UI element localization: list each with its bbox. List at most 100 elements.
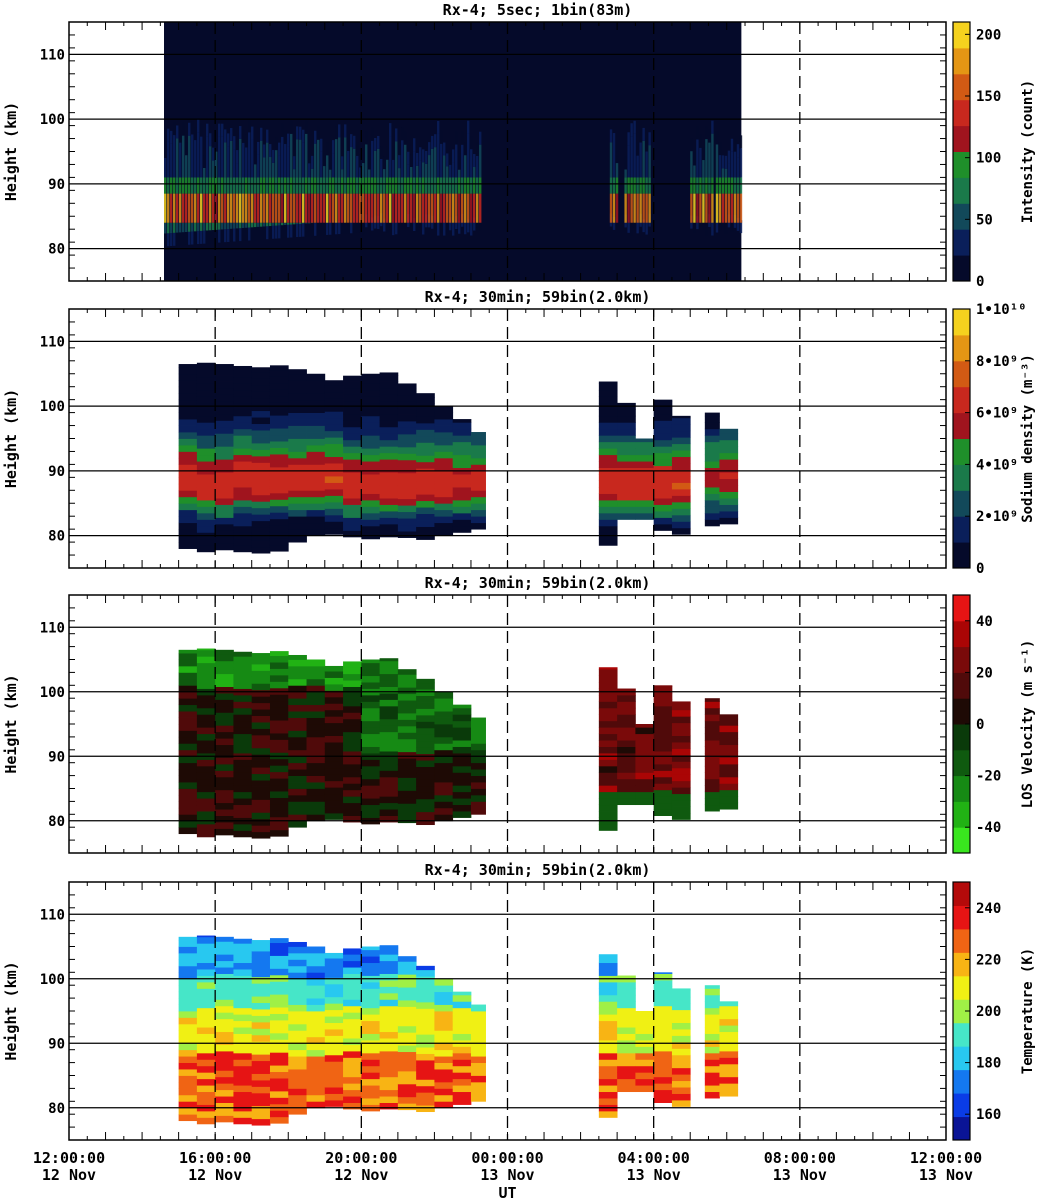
panel-1: Rx-4; 30min; 59bin(2.0km)Height (km)8090…: [2, 288, 1036, 577]
data-cell: [196, 823, 216, 831]
data-cell: [343, 420, 362, 428]
intensity-streak: [353, 220, 356, 234]
data-cell: [452, 746, 472, 754]
data-cell: [397, 713, 417, 720]
intensity-streak: [263, 144, 266, 158]
data-cell: [215, 699, 234, 707]
intensity-streak: [311, 168, 314, 178]
colorbar-tick-label: 200: [976, 1004, 1001, 1020]
data-cell: [269, 949, 289, 956]
y-tick-label: 100: [40, 972, 65, 988]
intensity-streak: [627, 219, 630, 233]
data-cell: [233, 389, 253, 397]
data-cell: [397, 725, 417, 733]
data-cell: [598, 381, 618, 384]
intensity-streak: [696, 193, 699, 223]
data-cell: [617, 487, 636, 494]
data-cell: [233, 694, 253, 702]
data-cell: [452, 1020, 472, 1028]
intensity-streak: [200, 177, 203, 194]
data-cell: [178, 432, 198, 439]
data-cell: [324, 1067, 344, 1075]
data-cell: [288, 509, 307, 517]
data-cell: [343, 400, 362, 408]
data-cell: [397, 974, 417, 982]
data-cell: [434, 432, 454, 439]
intensity-streak: [182, 222, 185, 233]
data-cell: [416, 526, 435, 534]
intensity-streak: [317, 193, 320, 223]
data-cell: [324, 977, 344, 985]
intensity-streak: [455, 131, 458, 145]
data-cell: [196, 949, 216, 957]
data-cell: [379, 980, 399, 987]
data-cell: [719, 511, 739, 518]
data-cell: [434, 749, 454, 757]
data-cell: [635, 759, 655, 767]
data-cell: [251, 812, 271, 820]
y-axis-label: Height (km): [2, 389, 20, 488]
data-cell: [196, 981, 216, 989]
data-cell: [671, 1003, 691, 1011]
data-cell: [397, 1077, 417, 1085]
intensity-streak: [425, 163, 428, 178]
intensity-streak: [344, 124, 347, 138]
intensity-streak: [467, 177, 470, 194]
intensity-streak: [200, 136, 203, 178]
data-cell: [635, 461, 655, 469]
data-cell: [434, 438, 454, 446]
intensity-streak: [296, 224, 299, 238]
data-cell: [434, 406, 454, 413]
intensity-streak: [338, 221, 341, 235]
data-cell: [178, 940, 198, 947]
colorbar-segment: [953, 749, 970, 777]
data-cell: [416, 1066, 435, 1074]
data-cell: [719, 776, 739, 784]
data-cell: [653, 738, 673, 746]
data-cell: [598, 474, 618, 481]
intensity-streak: [314, 193, 317, 223]
data-cell: [704, 701, 720, 709]
data-cell: [233, 720, 253, 728]
data-cell: [653, 1070, 673, 1078]
data-cell: [361, 694, 381, 702]
intensity-streak: [257, 193, 260, 223]
intensity-streak: [269, 177, 272, 194]
intensity-streak: [173, 135, 176, 178]
intensity-streak: [167, 177, 170, 194]
data-cell: [671, 424, 691, 432]
data-cell: [671, 988, 691, 991]
data-cell: [470, 1056, 486, 1063]
intensity-streak: [206, 177, 209, 194]
intensity-streak: [323, 222, 326, 236]
data-cell: [671, 1016, 691, 1024]
data-cell: [598, 1007, 618, 1015]
data-cell: [215, 523, 234, 531]
intensity-streak: [724, 177, 728, 194]
data-cell: [324, 1100, 344, 1107]
colorbar-segment: [953, 255, 970, 282]
data-cell: [361, 1078, 381, 1086]
intensity-streak: [197, 119, 200, 133]
data-cell: [215, 491, 234, 499]
data-cell: [434, 444, 454, 452]
data-cell: [178, 801, 198, 809]
intensity-streak: [479, 144, 482, 178]
data-cell: [233, 740, 253, 747]
data-cell: [178, 698, 198, 706]
intensity-streak: [197, 231, 200, 245]
intensity-streak: [392, 177, 395, 194]
intensity-streak: [236, 150, 239, 164]
intensity-streak: [693, 152, 696, 166]
data-cell: [269, 700, 289, 708]
data-cell: [269, 421, 289, 429]
intensity-streak: [446, 193, 449, 223]
data-cell: [397, 816, 417, 824]
intensity-streak: [371, 140, 374, 178]
intensity-streak: [416, 177, 419, 194]
data-cell: [719, 1089, 739, 1097]
intensity-streak: [428, 177, 431, 194]
data-cell: [251, 653, 271, 658]
data-cell: [324, 1054, 344, 1062]
intensity-streak: [203, 230, 206, 244]
